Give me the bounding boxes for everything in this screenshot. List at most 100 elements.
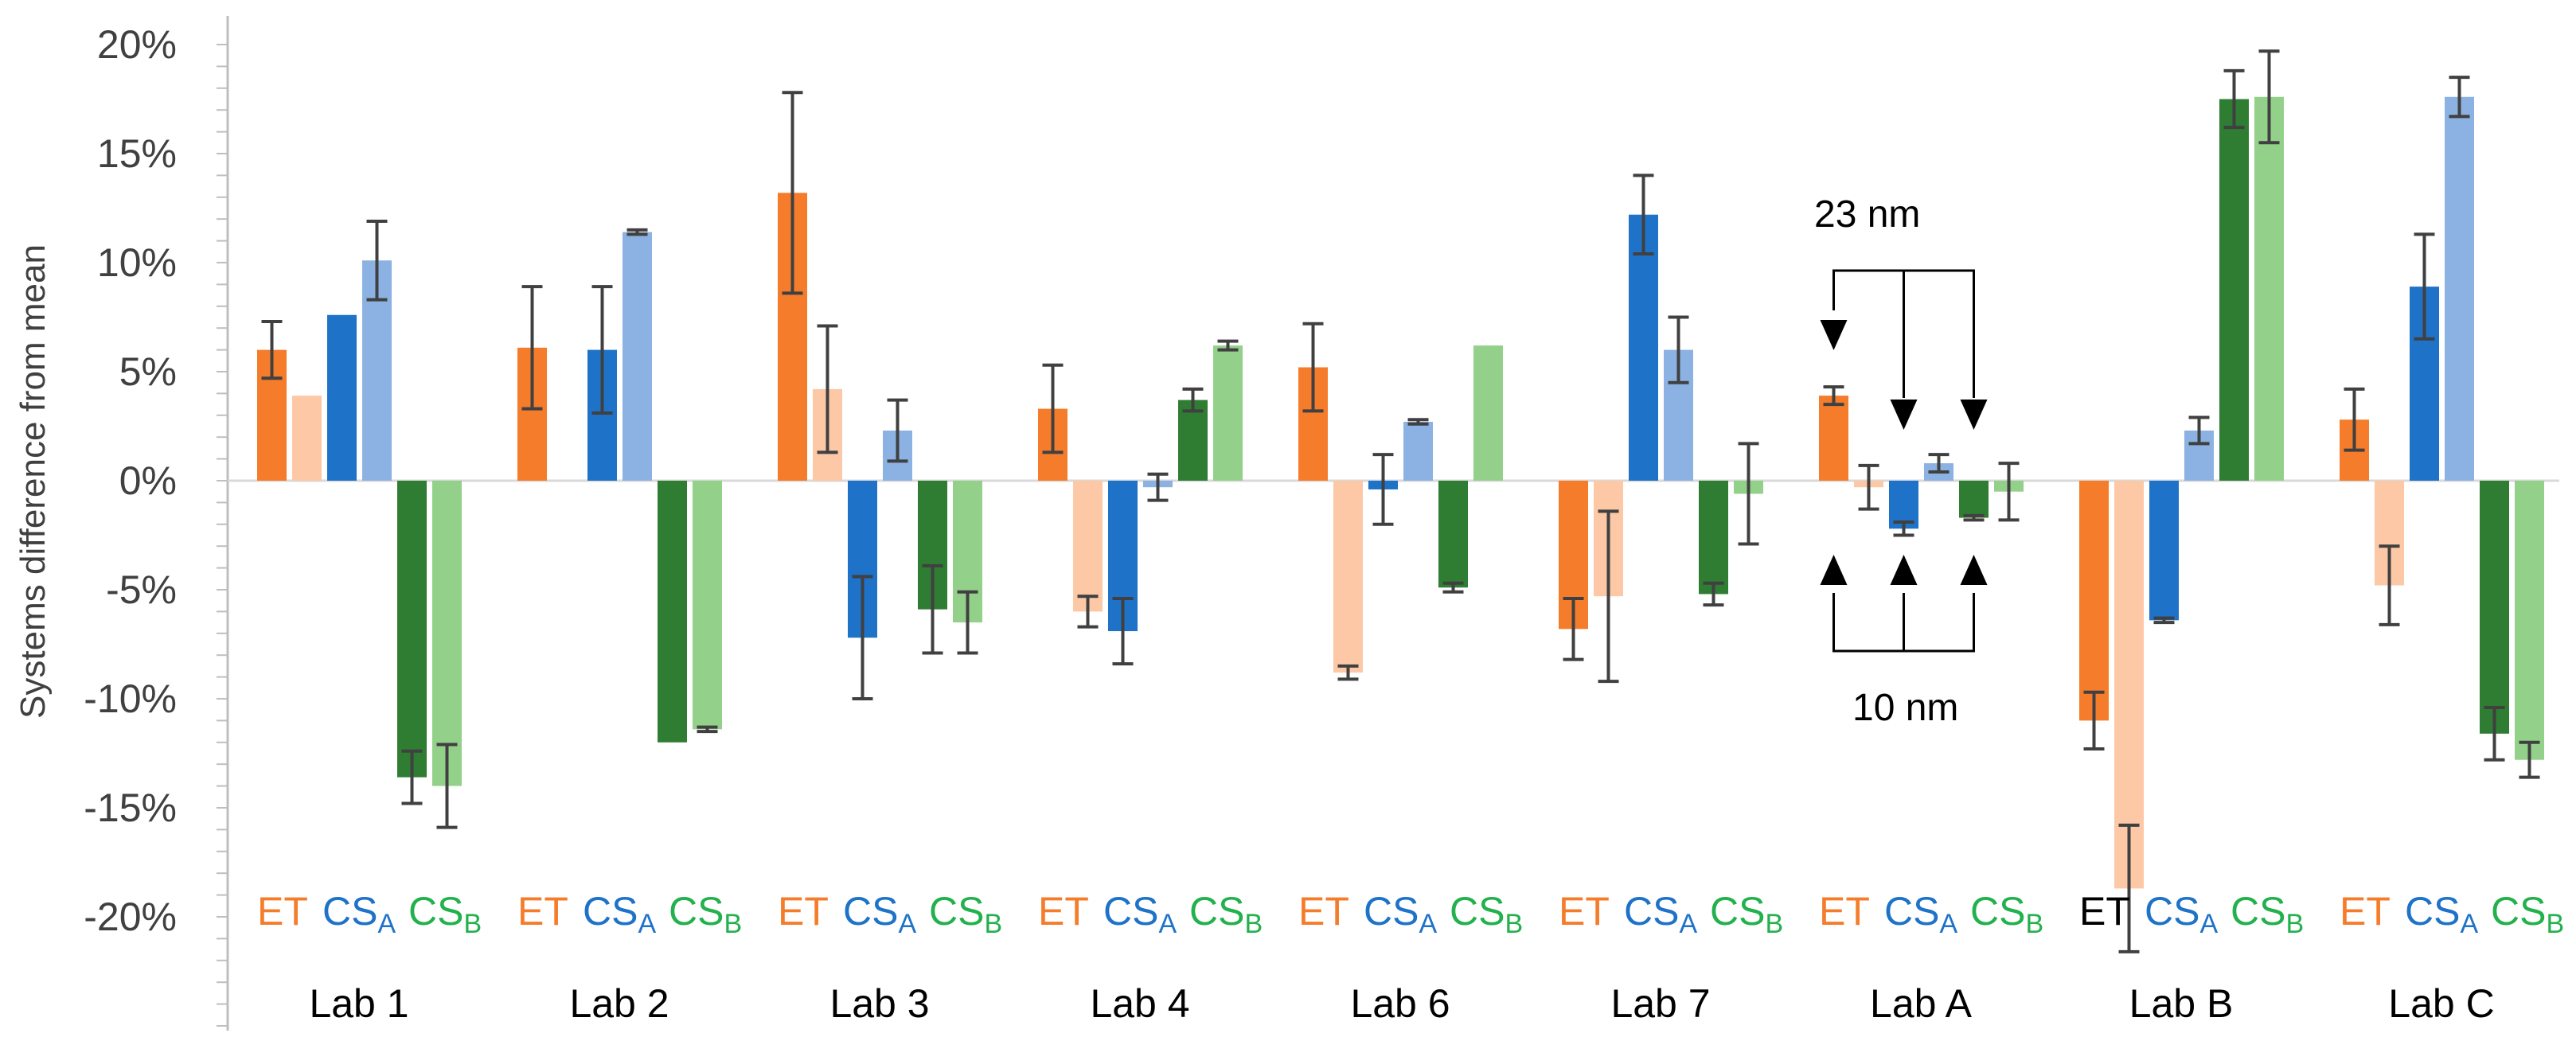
segment-label-cs: CS — [2231, 889, 2285, 934]
segment-label-sub-b: B — [1765, 909, 1783, 939]
segment-label-csa: CSA — [583, 889, 656, 939]
segment-label-cs: CS — [2491, 889, 2546, 934]
segment-label-cs: CS — [1624, 889, 1679, 934]
y-tick-label: -20% — [84, 895, 177, 939]
bar — [2445, 96, 2474, 481]
y-tick-label: 0% — [119, 458, 177, 503]
segment-label-cs: CS — [1103, 889, 1158, 934]
segment-label-cs: CS — [1970, 889, 2025, 934]
annotation-arrow-down — [1960, 400, 1988, 430]
annotation-arrow-down — [1890, 400, 1918, 430]
bar — [1959, 481, 1989, 518]
segment-label-et: ET — [1038, 889, 1089, 934]
segment-label-cs: CS — [2405, 889, 2460, 934]
annotation-arrow-down — [1820, 320, 1848, 350]
segment-label-sub-b: B — [2285, 909, 2304, 939]
bar — [1333, 481, 1363, 673]
y-tick-label: 5% — [119, 349, 177, 394]
segment-label-sub-b: B — [984, 909, 1002, 939]
segment-label-et: ET — [778, 889, 829, 934]
segment-label-csa: CSA — [1884, 889, 1957, 939]
bar — [1438, 481, 1468, 588]
category-label: Lab 2 — [569, 981, 669, 1026]
segment-label-sub-b: B — [1505, 909, 1523, 939]
segment-label-sub-a: A — [2460, 909, 2478, 939]
annotation-arrow-up — [1820, 555, 1848, 585]
y-tick-label: 10% — [97, 240, 177, 285]
segment-label-csa: CSA — [2405, 889, 2478, 939]
category-label: Lab A — [1870, 981, 1973, 1026]
bar — [2114, 481, 2144, 889]
segment-label-sub-b: B — [2025, 909, 2043, 939]
segment-label-cs: CS — [322, 889, 377, 934]
bar — [1213, 345, 1243, 481]
bar — [2254, 96, 2284, 481]
segment-label-sub-b: B — [2546, 909, 2564, 939]
annotation-bottom-label: 10 nm — [1852, 687, 1958, 729]
bar — [432, 481, 462, 786]
y-tick-label: -15% — [84, 786, 177, 830]
segment-label-cs: CS — [669, 889, 724, 934]
bar — [327, 314, 357, 481]
segment-label-sub-b: B — [724, 909, 742, 939]
annotation-layer: 23 nm 10 nm — [1814, 193, 1988, 729]
y-tick-label: -5% — [106, 567, 177, 612]
annotation-arrow-up — [1960, 555, 1988, 585]
segment-label-et: ET — [2079, 889, 2130, 934]
bar — [1473, 345, 1503, 481]
bar — [623, 232, 652, 481]
segment-label-csa: CSA — [843, 889, 916, 939]
segment-label-cs: CS — [1189, 889, 1244, 934]
segment-label-csa: CSA — [1624, 889, 1697, 939]
segment-label-csb: CSB — [408, 889, 482, 939]
segment-label-csb: CSB — [1189, 889, 1263, 939]
segment-label-sub-b: B — [1244, 909, 1263, 939]
bar — [693, 481, 722, 730]
segment-label-csa: CSA — [1364, 889, 1437, 939]
segment-label-cs: CS — [929, 889, 984, 934]
segment-label-sub-b: B — [463, 909, 482, 939]
bar — [1073, 481, 1103, 612]
annotation-top-label: 23 nm — [1814, 193, 1920, 236]
segment-label-cs: CS — [843, 889, 898, 934]
category-label: Lab 7 — [1610, 981, 1710, 1026]
segment-label-sub-a: A — [1939, 909, 1957, 939]
bar — [1629, 214, 1658, 481]
bar — [2480, 481, 2509, 734]
segment-label-cs: CS — [583, 889, 638, 934]
category-label: Lab 3 — [829, 981, 929, 1026]
bar — [2079, 481, 2109, 721]
category-label: Lab B — [2129, 981, 2234, 1026]
segment-label-csa: CSA — [2145, 889, 2218, 939]
error-bars-layer — [261, 49, 2540, 953]
segment-label-et: ET — [2340, 889, 2391, 934]
segment-label-sub-a: A — [898, 909, 916, 939]
segment-label-cs: CS — [408, 889, 463, 934]
bar — [2219, 99, 2249, 481]
bar — [2149, 481, 2179, 621]
bar — [292, 396, 322, 481]
y-axis-label: Systems difference from mean — [14, 244, 53, 719]
segment-label-sub-a: A — [1158, 909, 1177, 939]
segment-label-et: ET — [257, 889, 308, 934]
y-tick-label: -10% — [84, 676, 177, 721]
segment-label-csb: CSB — [929, 889, 1002, 939]
segment-label-cs: CS — [2145, 889, 2199, 934]
segment-label-csa: CSA — [322, 889, 396, 939]
segment-label-sub-a: A — [2199, 909, 2218, 939]
category-label: Lab 1 — [309, 981, 408, 1026]
segment-label-cs: CS — [1710, 889, 1765, 934]
segment-label-cs: CS — [1884, 889, 1939, 934]
segment-label-sub-a: A — [377, 909, 396, 939]
segment-label-csa: CSA — [1103, 889, 1177, 939]
bar — [2515, 481, 2544, 760]
segment-label-et: ET — [1298, 889, 1349, 934]
segment-label-csb: CSB — [2491, 889, 2564, 939]
segment-label-csb: CSB — [669, 889, 742, 939]
bar — [1819, 396, 1848, 481]
bar — [1403, 422, 1433, 481]
bar — [397, 481, 427, 778]
segment-label-sub-a: A — [1419, 909, 1437, 939]
